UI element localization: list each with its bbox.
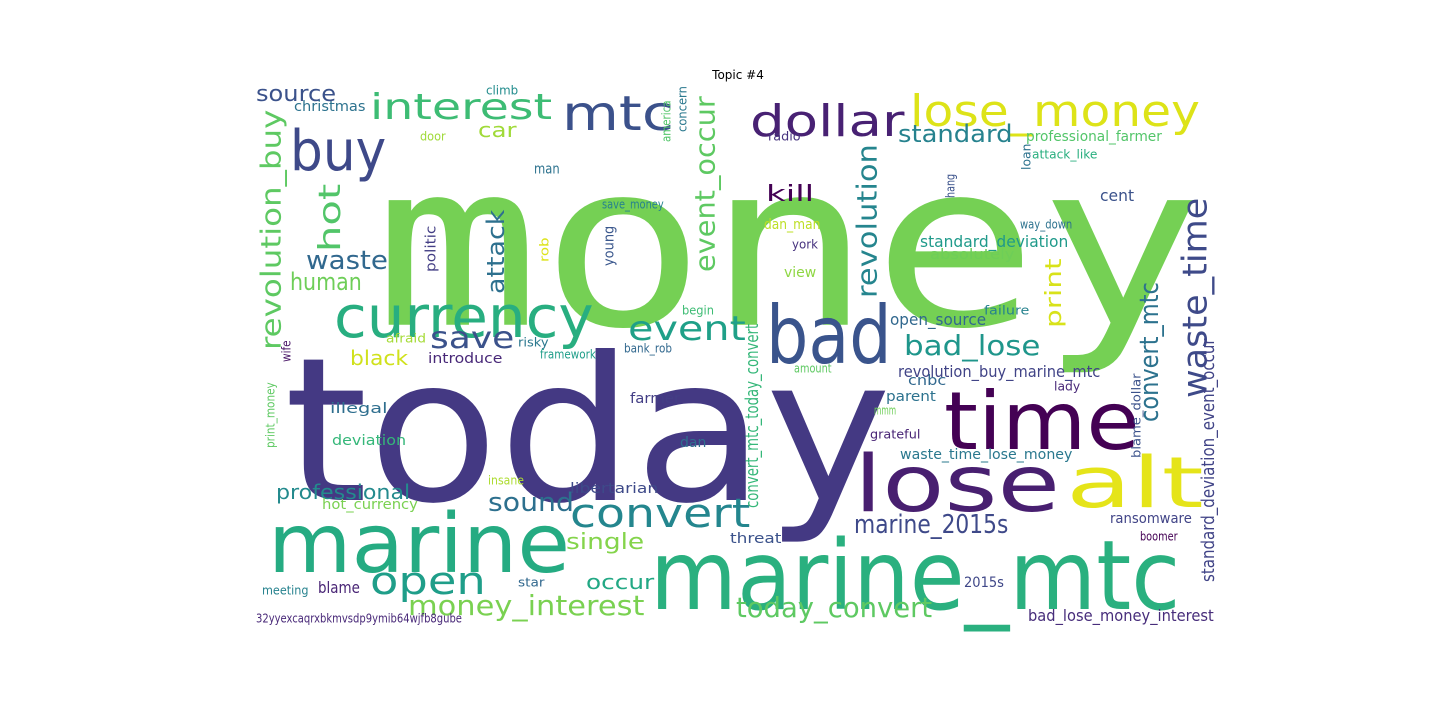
word-failure: failure (984, 304, 1030, 318)
word-parent: parent (886, 389, 936, 405)
word-occur: occur (586, 570, 655, 594)
word-grateful: grateful (870, 428, 921, 442)
word-professional-farmer: professional_farmer (1026, 129, 1162, 145)
word-illegal: illegal (330, 401, 388, 417)
word-interest: interest (370, 87, 553, 128)
word-open: open (370, 559, 486, 603)
word-ransomware: ransomware (1110, 511, 1192, 527)
word-human: human (290, 268, 362, 296)
word-mmm: mmm (874, 404, 897, 418)
word-marine-mtc: marine_mtc (650, 520, 1181, 632)
word-threat: threat (730, 531, 782, 547)
word-waste: waste (306, 246, 388, 276)
word-cloud: money today marine_mtc time lose marine alt bad… (256, 84, 1220, 626)
word-hang: hang (944, 173, 958, 198)
word-bank-rob: bank_rob (624, 342, 672, 356)
word-print-money: print_money (264, 382, 278, 448)
word-money: money (374, 113, 1205, 379)
word-single: single (566, 530, 645, 555)
word-bad-lose: bad_lose (904, 329, 1041, 362)
word-boomer: boomer (1140, 530, 1178, 544)
word-introduce: introduce (428, 351, 503, 367)
word-attack-like: attack_like (1032, 148, 1098, 162)
word-hot-currency: hot_currency (322, 497, 418, 513)
word-standard: standard (898, 120, 1013, 148)
word-star: star (518, 576, 545, 590)
word-dan-man: dan_man (764, 217, 821, 233)
word-save-money: save_money (602, 198, 664, 212)
word-meeting: meeting (262, 584, 309, 598)
word-currency: currency (334, 283, 594, 351)
chart-title: Topic #4 (712, 68, 764, 82)
word-york: york (792, 238, 818, 252)
word-christmas: christmas (294, 99, 366, 115)
word-car: car (478, 118, 517, 142)
word-event: event (628, 309, 746, 349)
word-today-convert: today_convert (736, 591, 933, 624)
word-lose-money: lose_money (910, 86, 1200, 137)
word-time: time (944, 375, 1140, 468)
word-deviation: deviation (332, 433, 407, 449)
word-amount: amount (794, 362, 832, 376)
word-standard-deviation: standard_deviation (920, 232, 1069, 251)
word-revolution: revolution (851, 144, 885, 298)
word-begin: begin (682, 304, 714, 318)
word-print: print (1042, 258, 1067, 328)
word-revolution-buy: revolution_buy (255, 109, 289, 350)
word-bad: bad (766, 289, 892, 382)
word-event-occur: event_occur (689, 96, 723, 272)
word-lady: lady (1054, 380, 1081, 394)
word-convert-mtc-today-convert: convert_mtc_today_convert (742, 323, 764, 508)
word-waste-time-lose-money: waste_time_lose_money (900, 447, 1073, 463)
word-risky: risky (518, 336, 549, 350)
word-framework: framework (540, 348, 596, 362)
word-revolution-buy-marine-mtc: revolution_buy_marine_mtc (898, 362, 1101, 381)
word-absolutely: absolutely (930, 247, 1015, 263)
word-cent: cent (1100, 186, 1135, 205)
word-bad-lose-money-interest: bad_lose_money_interest (1028, 606, 1214, 625)
word-money-interest: money_interest (408, 589, 645, 622)
word-mtc: mtc (562, 86, 674, 142)
word-32yyexcaqrxbkmvsdp9ymib64wjfb8gube: 32yyexcaqrxbkmvsdp9ymib64wjfb8gube (256, 612, 462, 626)
word-dollar: dollar (750, 96, 905, 147)
word-afraid: afraid (386, 332, 427, 346)
word-alt: alt (1066, 442, 1204, 524)
word-sound: sound (488, 488, 574, 518)
word-america: america (660, 100, 674, 142)
word-young: young (600, 225, 618, 266)
word-libertarian: libertarian (570, 481, 659, 497)
word-professional: professional (276, 480, 411, 504)
word-today: today (284, 315, 892, 548)
word-blame-dollar: blame_dollar (1130, 373, 1144, 458)
word-concern: concern (676, 86, 690, 132)
word-open-source: open_source (890, 310, 987, 329)
word-dan: dan (680, 435, 707, 451)
word-blame: blame (318, 578, 360, 597)
word-insane: insane (488, 474, 524, 488)
word-2015s: 2015s (964, 575, 1004, 591)
word-buy: buy (290, 119, 387, 184)
word-attack: attack (482, 209, 510, 294)
word-save: save (430, 321, 515, 356)
word-marine-2015s: marine_2015s (854, 510, 1009, 540)
word-climb: climb (486, 84, 519, 98)
word-standard-deviation-event-occur: standard_deviation_event_occur (1198, 338, 1220, 582)
word-lose: lose (854, 440, 1061, 530)
word-politic: politic (422, 225, 440, 272)
word-wife: wife (280, 340, 294, 362)
word-marine: marine (268, 497, 571, 592)
word-door: door (420, 130, 446, 144)
word-farmer: farmer (630, 391, 681, 407)
word-way-down: way_down (1020, 218, 1073, 232)
word-black: black (350, 346, 409, 370)
word-source: source (256, 82, 337, 107)
word-man: man (534, 160, 560, 178)
word-cnbc: cnbc (908, 373, 947, 389)
word-hot: hot (313, 183, 348, 252)
word-convert: convert (570, 491, 751, 537)
word-rob: rob (538, 237, 552, 262)
word-radio: radio (768, 130, 801, 144)
word-view: view (784, 265, 817, 281)
word-kill: kill (766, 182, 815, 207)
